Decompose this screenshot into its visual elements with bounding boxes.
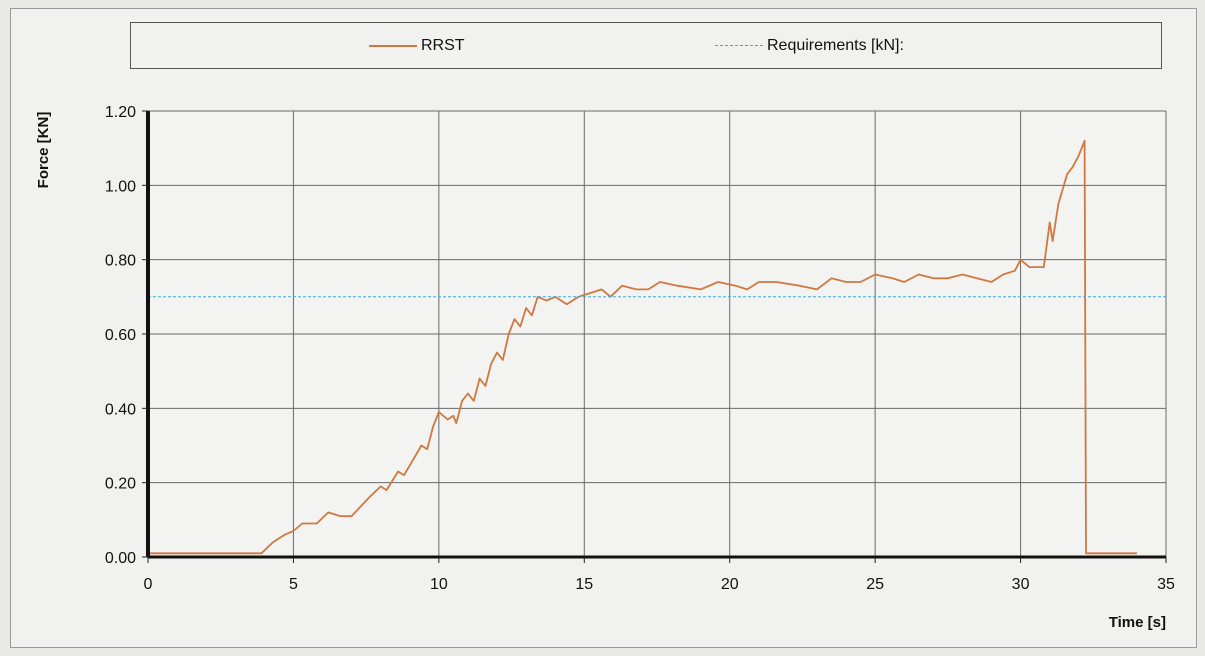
legend-label-requirements: Requirements [kN]: [767,36,904,54]
chart-grid [148,110,1167,557]
y-tick-label: 0.20 [105,476,136,493]
y-tick-label: 0.80 [105,253,136,270]
legend-swatch-requirements [715,45,763,46]
legend-item-rrst: RRST [369,23,465,68]
x-tick-label: 35 [1157,576,1175,593]
y-tick-label: 0.60 [105,327,136,344]
legend-swatch-rrst [369,44,417,47]
y-axis-title: Force [KN] [35,112,52,189]
x-tick-label: 20 [721,576,739,593]
chart-series [148,139,1166,555]
y-tick-label: 1.20 [105,104,136,121]
y-tick-label: 0.40 [105,401,136,418]
x-axis-title: Time [s] [1109,614,1166,631]
legend-label-rrst: RRST [421,36,465,54]
series-line-rrst [148,139,1137,555]
chart-legend: RRST Requirements [kN]: [130,22,1162,69]
y-tick-label: 1.00 [105,178,136,195]
x-tick-label: 0 [144,576,153,593]
x-tick-label: 30 [1012,576,1030,593]
chart-ticks: 0 5 10 15 20 25 30 35 0.00 0.20 0.40 0.60 0.80 1.00 1.… [105,104,1175,593]
x-tick-label: 15 [575,576,593,593]
x-tick-label: 5 [289,576,298,593]
x-tick-label: 25 [866,576,884,593]
legend-item-requirements: Requirements [kN]: [715,23,904,68]
x-tick-label: 10 [430,576,448,593]
y-tick-label: 0.00 [105,550,136,567]
